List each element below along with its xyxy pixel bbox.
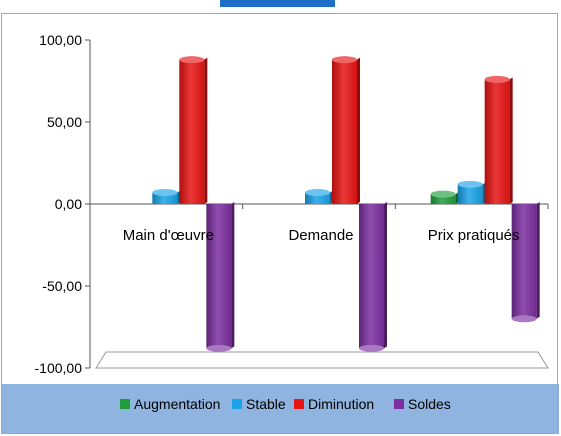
- bar-soldes-1: [206, 202, 235, 352]
- bar-cap: [332, 56, 357, 64]
- top-accent-bar: [220, 0, 335, 7]
- legend-swatch: [394, 399, 404, 409]
- bar-augmentation-3: [430, 190, 459, 204]
- bars-group: [152, 56, 540, 352]
- bar-cap: [359, 344, 384, 352]
- bar-front: [511, 204, 537, 319]
- bar-front: [332, 59, 357, 205]
- legend-swatch: [294, 399, 304, 409]
- bar-front: [457, 184, 483, 204]
- legend-label: Soldes: [408, 396, 451, 412]
- bar-front: [206, 204, 232, 349]
- bar-front: [484, 79, 510, 204]
- bar-front: [179, 59, 205, 205]
- bar-cap: [152, 189, 178, 197]
- legend-item-stable: Stable: [232, 396, 286, 412]
- legend-label: Stable: [246, 396, 286, 412]
- bar-stable-3: [457, 180, 486, 204]
- legend-swatch: [120, 399, 130, 409]
- bar-side: [509, 77, 513, 204]
- y-tick-label: 50,00: [47, 114, 82, 130]
- bar-cap: [206, 344, 232, 352]
- category-label-1: Main d'œuvre: [123, 227, 214, 244]
- category-labels-group: Main d'œuvre Demande Prix pratiqués: [123, 227, 520, 244]
- bar-diminution-1: [179, 56, 208, 205]
- bar-stable-2: [305, 189, 333, 204]
- bar-diminution-3: [484, 75, 513, 204]
- chart-floor: [95, 351, 549, 369]
- bar-stable-1: [152, 189, 181, 204]
- bar-cap: [430, 190, 456, 198]
- category-label-3: Prix pratiqués: [428, 227, 520, 244]
- bar-side: [204, 57, 208, 205]
- y-tick-label: 0,00: [55, 196, 82, 212]
- bar-side: [357, 57, 360, 205]
- bar-front: [152, 192, 178, 204]
- bar-side: [384, 202, 387, 349]
- bar-side: [536, 202, 540, 319]
- bar-front: [430, 194, 456, 204]
- bar-cap: [511, 315, 537, 323]
- legend-label: Augmentation: [134, 396, 220, 412]
- y-tick-label: 100,00: [39, 32, 82, 48]
- axes-group: 100,00 50,00 0,00 -50,00 -100,00: [35, 32, 549, 376]
- legend-item-soldes: Soldes: [394, 396, 451, 412]
- legend-item-augmentation: Augmentation: [120, 396, 220, 412]
- bar-front: [305, 192, 330, 204]
- bar-cap: [484, 75, 510, 83]
- bar-cap: [457, 180, 483, 188]
- bar-soldes-3: [511, 202, 540, 323]
- chart-frame-border: [1, 13, 558, 434]
- legend-swatch: [232, 399, 242, 409]
- bar-diminution-2: [332, 56, 360, 205]
- bar-soldes-2: [359, 202, 387, 352]
- y-tick-label: -100,00: [35, 360, 83, 376]
- bar-cap: [179, 56, 205, 64]
- legend-band: [2, 384, 559, 434]
- legend-group: Augmentation Stable Diminution Soldes: [120, 396, 451, 412]
- bar-cap: [305, 189, 330, 197]
- legend-label: Diminution: [308, 396, 374, 412]
- bar-front: [359, 204, 384, 349]
- category-label-2: Demande: [288, 227, 353, 244]
- y-tick-label: -50,00: [42, 278, 82, 294]
- bar-side: [231, 202, 235, 349]
- legend-item-diminution: Diminution: [294, 396, 374, 412]
